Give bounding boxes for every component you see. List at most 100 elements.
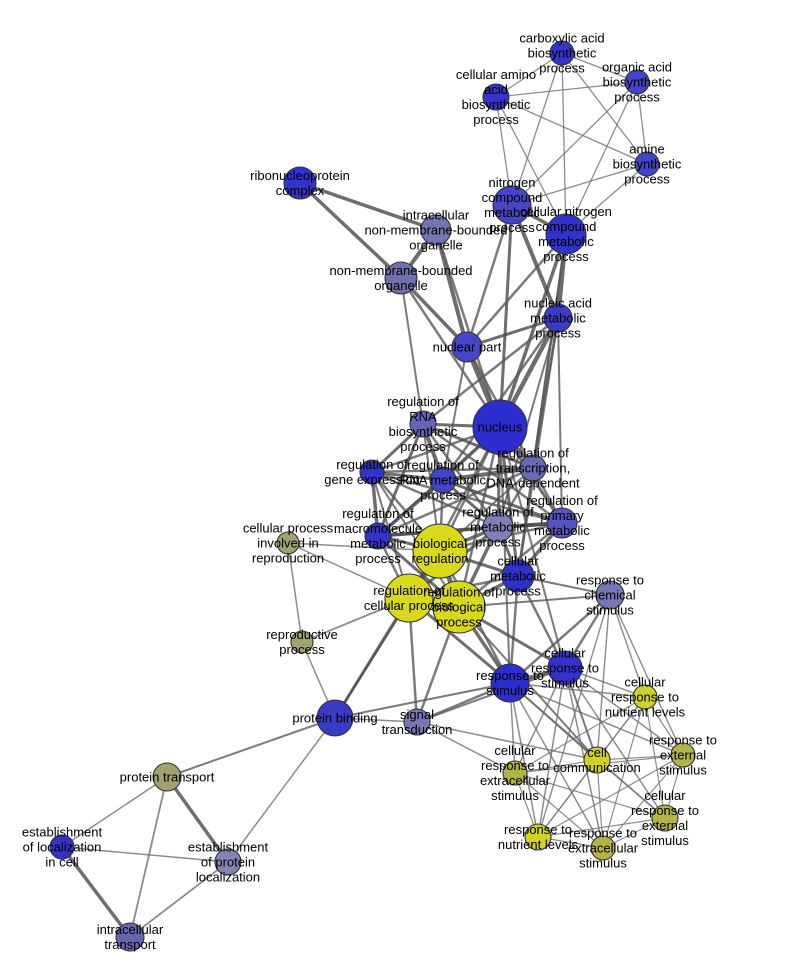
edge-response-to-external-stimulus--response-to-nutrient-levels <box>537 754 684 838</box>
labels-layer: carboxylic acid biosynthetic process organi… <box>22 31 717 953</box>
edge-establishment-of-localization-in-cell--establishment-of-protein-localization <box>61 846 229 863</box>
edge-cellular-response-to-nutrient-levels--cellular-response-to-extracellular-stimulus <box>514 696 646 774</box>
node-label-regulation-of-rna-biosynthetic-process: regulation of RNA biosynthetic process <box>387 394 459 454</box>
node-regulation-of-macromolecule-metabolic-process[interactable] <box>364 522 392 550</box>
node-label-biological-regulation: biological regulation <box>411 536 468 566</box>
edge-cell-communication--response-to-extracellular-stimulus <box>596 759 604 849</box>
edge-cellular-amino-acid-biosynthetic-process--cellular-nitrogen-compound-metabolic-process <box>495 96 567 235</box>
node-label-nuclear-part: nuclear part <box>433 340 502 355</box>
node-cell-communication[interactable] <box>583 746 611 774</box>
edge-cellular-response-to-stimulus--response-to-external-stimulus <box>564 667 684 756</box>
node-intracellular-non-membrane-bounded-organelle[interactable] <box>420 214 452 246</box>
node-label-organic-acid-biosynthetic-process: organic acid biosynthetic process <box>602 60 672 105</box>
node-cellular-response-to-extracellular-stimulus[interactable] <box>502 760 528 786</box>
edge-cell-communication--cellular-response-to-external-stimulus <box>596 759 666 819</box>
edge-cell-communication--response-to-nutrient-levels <box>537 759 598 838</box>
edge-response-to-stimulus--cellular-response-to-nutrient-levels <box>509 682 646 698</box>
edge-regulation-of-transcription-dna-dependent--regulation-of-gene-expression <box>371 466 534 474</box>
node-regulation-of-cellular-process[interactable] <box>384 573 434 623</box>
node-nucleus[interactable] <box>472 399 528 455</box>
edge-carboxylic-acid-biosynthetic-process--amine-biosynthetic-process <box>561 52 648 165</box>
edge-ribonucleoprotein-complex--non-membrane-bounded-organelle <box>298 181 403 280</box>
edge-signal-transduction--cell-communication <box>416 721 598 761</box>
node-regulation-of-transcription-dna-dependent[interactable] <box>519 454 547 482</box>
edge-organic-acid-biosynthetic-process--nitrogen-compound-metabolic-process <box>511 81 638 206</box>
edge-amine-biosynthetic-process--nitrogen-compound-metabolic-process <box>511 163 648 206</box>
node-signal-transduction[interactable] <box>403 708 431 736</box>
edge-cellular-nitrogen-compound-metabolic-process--nuclear-part <box>466 233 567 348</box>
node-response-to-nutrient-levels[interactable] <box>524 823 552 851</box>
edge-non-membrane-bounded-organelle--nucleus <box>399 277 502 428</box>
node-cellular-response-to-stimulus[interactable] <box>547 650 583 686</box>
node-label-regulation-of-primary-metabolic-process: regulation of primary metabolic process <box>526 493 598 553</box>
edge-carboxylic-acid-biosynthetic-process--nitrogen-compound-metabolic-process <box>511 52 563 206</box>
node-ribonucleoprotein-complex[interactable] <box>283 166 317 200</box>
node-protein-binding[interactable] <box>316 699 354 737</box>
node-organic-acid-biosynthetic-process[interactable] <box>624 69 650 95</box>
edge-cellular-amino-acid-biosynthetic-process--amine-biosynthetic-process <box>495 96 648 165</box>
node-label-cellular-process-involved-in-reproduction: cellular process involved in reproduction <box>243 521 334 566</box>
edge-regulation-of-transcription-dna-dependent--regulation-of-macromolecule-metabolic-process <box>377 466 534 538</box>
node-label-signal-transduction: signal transduction <box>382 707 453 737</box>
node-carboxylic-acid-biosynthetic-process[interactable] <box>549 40 575 66</box>
node-response-to-stimulus[interactable] <box>490 663 530 703</box>
edge-response-to-chemical-stimulus--response-to-external-stimulus <box>609 594 684 756</box>
node-cellular-process-involved-in-reproduction[interactable] <box>276 531 300 555</box>
node-cellular-response-to-external-stimulus[interactable] <box>651 804 679 832</box>
edge-cellular-nitrogen-compound-metabolic-process--regulation-of-transcription-dna-dependent <box>532 233 567 469</box>
node-label-regulation-of-cellular-process: regulation of cellular process <box>364 583 455 613</box>
edge-ribonucleoprotein-complex--intracellular-non-membrane-bounded-organelle <box>299 181 437 232</box>
node-cellular-metabolic-process[interactable] <box>501 559 535 593</box>
node-label-regulation-of-metabolic-process: regulation of metabolic process <box>462 505 534 550</box>
node-biological-regulation[interactable] <box>412 523 468 579</box>
node-cellular-response-to-nutrient-levels[interactable] <box>632 684 658 710</box>
edge-cellular-response-to-extracellular-stimulus--cell-communication <box>514 759 598 774</box>
nodes-layer <box>49 40 696 952</box>
edge-nitrogen-compound-metabolic-process--nucleic-acid-metabolic-process <box>510 204 560 319</box>
edge-response-to-stimulus--response-to-extracellular-stimulus <box>509 682 604 849</box>
node-nuclear-part[interactable] <box>451 331 483 363</box>
edge-regulation-of-transcription-dna-dependent--regulation-of-rna-metabolic-process <box>442 466 534 482</box>
node-nucleic-acid-metabolic-process[interactable] <box>543 303 573 333</box>
node-establishment-of-protein-localization[interactable] <box>214 848 242 876</box>
edge-nuclear-part--nucleic-acid-metabolic-process <box>466 316 559 349</box>
node-cellular-nitrogen-compound-metabolic-process[interactable] <box>545 213 587 255</box>
edge-response-to-chemical-stimulus--cell-communication <box>596 594 611 761</box>
edge-cellular-response-to-stimulus--signal-transduction <box>416 667 566 723</box>
node-protein-transport[interactable] <box>152 762 182 792</box>
node-label-nucleic-acid-metabolic-process: nucleic acid metabolic process <box>524 296 592 341</box>
edge-protein-binding--protein-transport <box>166 717 336 778</box>
node-intracellular-transport[interactable] <box>115 922 145 952</box>
edge-response-to-chemical-stimulus--response-to-stimulus <box>509 594 611 684</box>
node-regulation-of-metabolic-process[interactable] <box>482 511 514 543</box>
edge-response-to-stimulus--response-to-external-stimulus <box>509 682 684 756</box>
edge-cell-communication--response-to-external-stimulus <box>596 754 684 761</box>
node-regulation-of-biological-process[interactable] <box>432 580 486 634</box>
edge-cellular-response-to-external-stimulus--response-to-nutrient-levels <box>537 817 666 838</box>
edge-regulation-of-rna-biosynthetic-process--regulation-of-transcription-dna-dependent <box>422 422 534 470</box>
node-response-to-chemical-stimulus[interactable] <box>595 580 625 610</box>
edge-carboxylic-acid-biosynthetic-process--cellular-nitrogen-compound-metabolic-process <box>561 52 567 235</box>
edge-carboxylic-acid-biosynthetic-process--organic-acid-biosynthetic-process <box>561 52 638 83</box>
node-regulation-of-rna-metabolic-process[interactable] <box>429 466 457 494</box>
node-label-cellular-nitrogen-compound-metabolic-process: cellular nitrogen compound metabolic proces… <box>520 204 612 264</box>
node-regulation-of-primary-metabolic-process[interactable] <box>546 507 578 539</box>
node-regulation-of-gene-expression[interactable] <box>359 459 385 485</box>
node-response-to-external-stimulus[interactable] <box>670 742 696 768</box>
edge-organic-acid-biosynthetic-process--amine-biosynthetic-process <box>636 81 648 165</box>
edge-cellular-response-to-stimulus--response-to-nutrient-levels <box>537 667 566 838</box>
edge-protein-transport--establishment-of-protein-localization <box>165 775 230 864</box>
node-nitrogen-compound-metabolic-process[interactable] <box>492 185 532 225</box>
node-regulation-of-rna-biosynthetic-process[interactable] <box>409 410 437 438</box>
node-establishment-of-localization-in-cell[interactable] <box>49 834 75 860</box>
node-label-cellular-response-to-nutrient-levels: cellular response to nutrient levels <box>605 675 686 720</box>
node-reproductive-process[interactable] <box>290 630 314 654</box>
node-amine-biosynthetic-process[interactable] <box>634 151 660 177</box>
node-non-membrane-bounded-organelle[interactable] <box>384 261 418 295</box>
node-cellular-amino-acid-biosynthetic-process[interactable] <box>482 83 510 111</box>
edge-nitrogen-compound-metabolic-process--nuclear-part <box>465 204 514 348</box>
node-label-cellular-response-to-stimulus: cellular response to stimulus <box>531 646 599 691</box>
node-response-to-extracellular-stimulus[interactable] <box>590 835 616 861</box>
node-label-protein-binding: protein binding <box>292 711 377 726</box>
